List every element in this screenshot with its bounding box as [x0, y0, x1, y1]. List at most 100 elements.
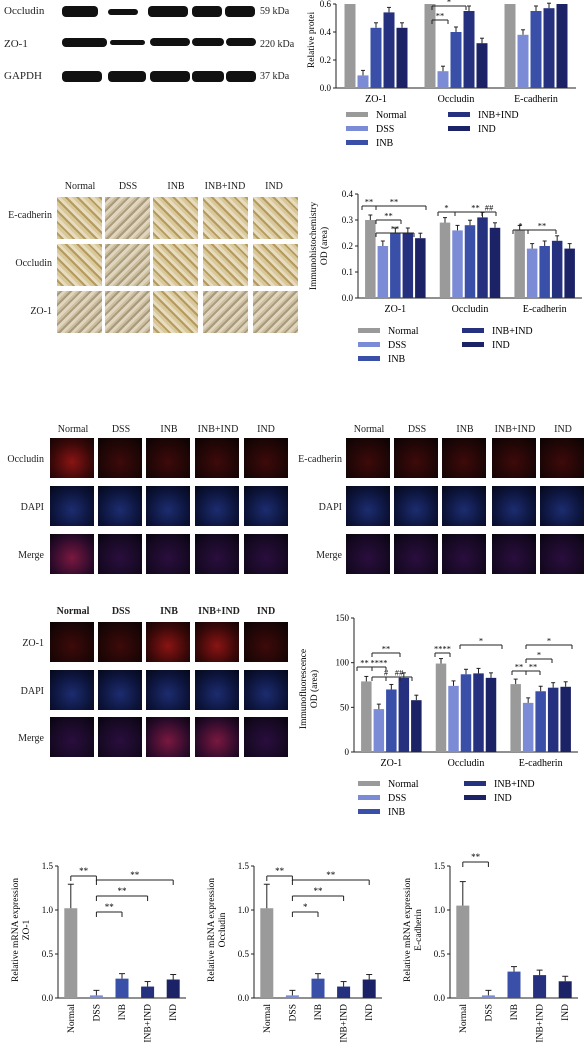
legend-label: INB+IND — [478, 110, 519, 121]
group-header: INB — [160, 606, 178, 617]
if-image — [244, 534, 288, 574]
ihc-image — [152, 290, 199, 334]
blot-band — [148, 6, 188, 17]
sig-label: ** — [275, 866, 285, 876]
if-image — [195, 438, 239, 478]
ihc-row-label: ZO-1 — [30, 306, 52, 317]
sig-label: # — [384, 668, 389, 678]
if-image — [244, 438, 288, 478]
legend-swatch — [462, 342, 484, 347]
sig-label: ** — [360, 658, 369, 668]
legend-swatch — [358, 809, 380, 814]
legend-swatch — [464, 781, 486, 786]
ihc-image — [202, 243, 249, 287]
bar — [402, 233, 414, 298]
blot-row-label: GAPDH — [4, 70, 42, 82]
x-tick-label: Occludin — [438, 94, 475, 105]
if-image — [346, 486, 390, 526]
bar — [535, 691, 546, 752]
y-tick-label: 0.3 — [342, 215, 354, 225]
y-tick-label: 0.5 — [238, 949, 250, 959]
if-row-label: DAPI — [20, 502, 44, 513]
if-row-label: DAPI — [20, 686, 44, 697]
if-image — [244, 670, 288, 710]
sig-label: ** — [515, 662, 524, 672]
bar — [517, 34, 529, 88]
sig-label: * — [518, 221, 522, 231]
if-image — [540, 438, 584, 478]
x-tick-label: INB+IND — [536, 1004, 546, 1043]
if-row-label: ZO-1 — [22, 638, 44, 649]
if-image — [394, 486, 438, 526]
y-tick-label: 1.0 — [238, 905, 250, 915]
if-image — [244, 486, 288, 526]
sig-label: ** — [391, 224, 400, 234]
sig-label: * — [303, 902, 308, 912]
sig-label: ** — [130, 870, 140, 880]
legend-label: Normal — [388, 779, 419, 790]
if-image — [50, 622, 94, 662]
sig-label: **** — [371, 658, 388, 668]
sig-label: ** — [314, 886, 324, 896]
western-quant-chart: 0.6 0.4 0.2 0.0 Relative protei ZO-1 Occludin E… — [307, 0, 576, 149]
bar — [439, 222, 451, 298]
bar — [383, 12, 395, 88]
group-header: DSS — [111, 606, 131, 617]
bar — [424, 4, 436, 88]
if-image — [50, 534, 94, 574]
legend-swatch — [358, 342, 380, 347]
if-image — [195, 534, 239, 574]
ihc-image — [152, 196, 199, 240]
y-tick-label: 0.0 — [42, 993, 54, 1003]
bar — [166, 979, 180, 998]
legend-swatch — [358, 328, 380, 333]
if-image — [146, 534, 190, 574]
bar — [560, 686, 571, 752]
group-header: INB — [160, 424, 178, 435]
if-row-label: Merge — [18, 733, 44, 744]
bar — [485, 677, 497, 752]
bar — [361, 681, 372, 752]
group-header: DSS — [118, 181, 138, 192]
bar — [390, 233, 401, 298]
legend-swatch — [346, 140, 368, 145]
y-tick-label: 0.0 — [342, 293, 354, 303]
x-tick-label: IND — [561, 1004, 571, 1021]
bar — [448, 685, 459, 752]
blot-row-label: ZO-1 — [4, 38, 28, 50]
group-header: INB+IND — [198, 606, 240, 617]
ihc-image — [56, 243, 103, 287]
y-tick-label: 0.5 — [434, 949, 446, 959]
ihc-row-label: E-cadherin — [8, 210, 52, 221]
ihc-image — [202, 196, 249, 240]
if-image — [98, 622, 142, 662]
bar — [473, 673, 484, 752]
bar — [115, 978, 129, 998]
legend-swatch — [358, 781, 380, 786]
y-tick-label: 0 — [345, 747, 350, 757]
group-header: INB+IND — [204, 181, 246, 192]
if-image — [195, 670, 239, 710]
if-image — [394, 438, 438, 478]
group-header: INB+IND — [197, 424, 239, 435]
y-tick-label: 1.5 — [42, 861, 54, 871]
if-image — [244, 717, 288, 757]
ihc-image — [56, 196, 103, 240]
if-image — [50, 486, 94, 526]
sig-label: ** — [390, 197, 399, 207]
ihc-image — [104, 243, 151, 287]
x-tick-label: E-cadherin — [514, 94, 558, 105]
if-image — [146, 486, 190, 526]
if-image — [50, 717, 94, 757]
ihc-image — [104, 196, 151, 240]
y-axis-label: Relative protei — [307, 12, 317, 69]
if-quant-chart: 150 100 50 0 Immunofluorescence OD (area) ZO-1… — [298, 613, 578, 818]
bar — [456, 905, 470, 998]
y-axis-label: Immunofluorescence — [298, 649, 309, 729]
bar — [558, 981, 572, 998]
bar — [357, 75, 369, 88]
if-row-label: Occludin — [7, 454, 44, 465]
if-image — [442, 534, 486, 574]
y-tick-label: 0.4 — [342, 189, 354, 199]
sig-label: ** — [326, 870, 336, 880]
